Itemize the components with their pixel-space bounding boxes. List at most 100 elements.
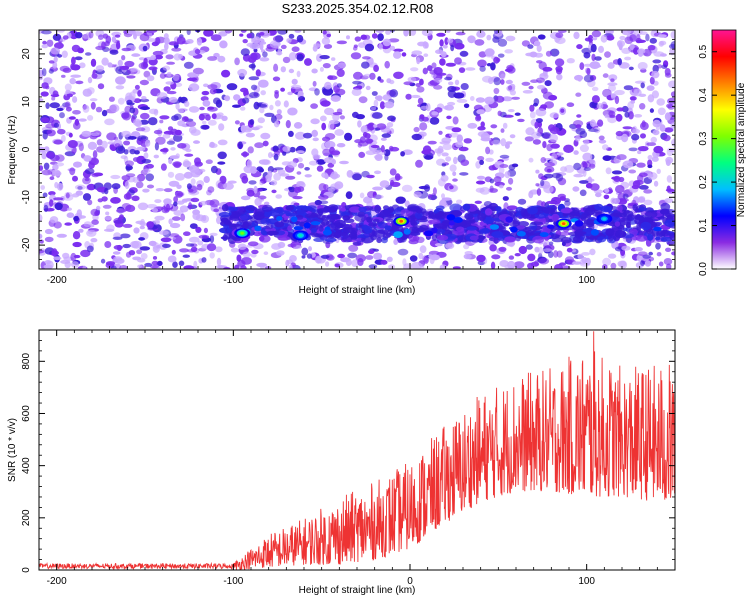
- spectrogram-cell: [551, 237, 564, 243]
- spectrogram-cell: [226, 227, 233, 233]
- spectrogram-cell: [240, 195, 251, 201]
- spectrogram-cell: [53, 122, 60, 128]
- spectrogram-cell: [604, 51, 611, 58]
- spectrogram-cell: [257, 117, 265, 124]
- spectrogram-cell: [533, 40, 541, 47]
- spectrogram-cell: [277, 235, 290, 241]
- spectrogram-cell: [248, 64, 256, 69]
- spectrogram-cell: [72, 231, 81, 240]
- spectrogram-cell: [68, 116, 76, 120]
- spectrogram-cell: [326, 33, 332, 38]
- spectrogram-cell: [415, 159, 423, 168]
- spectrogram-cell: [543, 173, 554, 179]
- spectrogram-cell: [512, 219, 521, 228]
- spectrogram-cell: [207, 186, 215, 193]
- spectrogram-cell: [276, 216, 283, 221]
- spectrogram-cell: [61, 74, 66, 78]
- spectrogram-cell: [449, 132, 459, 138]
- spectrogram-cell: [610, 197, 616, 204]
- snr-y-tick-label: 800: [21, 353, 32, 370]
- spectrogram-cell: [547, 224, 555, 229]
- spectrogram-cell: [53, 56, 58, 63]
- spectrogram-cell: [636, 34, 641, 40]
- spectrogram-cell: [207, 106, 218, 112]
- spectrogram-cell: [167, 255, 177, 263]
- spectrogram-cell: [216, 112, 224, 117]
- spectrogram-cell: [489, 224, 500, 230]
- spectrogram-cell: [403, 228, 411, 235]
- spectrogram-cell: [320, 100, 331, 107]
- spectrogram-cell: [104, 40, 110, 47]
- spectrogram-cell: [139, 246, 151, 251]
- spectrogram-cell: [445, 156, 452, 162]
- spectrogram-cell: [383, 149, 391, 157]
- spectrogram-cell: [259, 57, 270, 62]
- spectrogram-cell: [626, 213, 635, 221]
- snr-x-label: Height of straight line (km): [299, 585, 416, 596]
- spectrogram-cell: [87, 76, 93, 84]
- spectrogram-cell: [165, 203, 171, 212]
- spectrogram-cell: [521, 81, 531, 86]
- spectrogram-cell: [357, 143, 362, 148]
- spectrogram-cell: [41, 30, 52, 35]
- spectrogram-cell: [508, 177, 514, 185]
- spectrogram-cell: [660, 236, 673, 242]
- spectrogram-cell: [39, 214, 43, 222]
- spectrogram-cell: [44, 146, 50, 152]
- spectrogram-cell: [298, 96, 305, 102]
- spectrogram-cell: [171, 47, 182, 52]
- spectrogram-cell: [160, 163, 167, 171]
- spectrogram-cell: [86, 245, 94, 253]
- spectrogram-cell: [45, 123, 56, 129]
- spectrogram-cell: [131, 240, 142, 249]
- spectrogram-cell: [88, 31, 94, 39]
- spectrogram-cell: [255, 69, 261, 77]
- spectrogram-cell: [385, 232, 392, 238]
- spectrogram-cell: [109, 49, 119, 55]
- spectrogram-cell: [653, 226, 662, 232]
- spectrogram-cell: [416, 208, 423, 214]
- spectrogram-cell: [434, 107, 443, 113]
- spectrogram-cell: [628, 66, 634, 71]
- spectrogram-cell: [646, 85, 655, 91]
- spectrogram-y-tick-label: -20: [21, 237, 32, 252]
- spectrogram-cell: [573, 162, 582, 171]
- spectrogram-cell: [566, 247, 573, 253]
- spectrogram-cell: [607, 82, 618, 86]
- spectrogram-cell: [589, 119, 596, 128]
- spectrogram-cell: [42, 131, 48, 140]
- spectrogram-cell: [517, 118, 525, 123]
- spectrogram-cell: [78, 143, 84, 152]
- spectrogram-cell: [44, 260, 52, 265]
- spectrogram-cell: [322, 136, 331, 142]
- spectrogram-cell: [256, 262, 267, 268]
- spectrogram-cell: [152, 208, 159, 213]
- spectrogram-cell: [209, 199, 220, 208]
- spectrogram-cell: [556, 152, 564, 156]
- spectrogram-cell: [604, 188, 610, 193]
- spectrogram-cell: [253, 48, 258, 53]
- spectrogram-cell: [236, 254, 242, 262]
- spectrogram-cell: [544, 166, 555, 173]
- spectrogram-cell: [449, 203, 463, 212]
- spectrogram-cell: [185, 39, 194, 44]
- spectrogram-cell: [560, 265, 571, 269]
- spectrogram-cell: [634, 217, 640, 225]
- spectrogram-cell: [181, 198, 188, 203]
- spectrogram-cell: [551, 153, 557, 160]
- spectrogram-cell: [631, 184, 640, 190]
- spectrogram-cell: [485, 157, 494, 162]
- spectrogram-cell: [419, 245, 427, 254]
- spectrogram-cell: [444, 76, 452, 81]
- spectrogram-cell: [482, 75, 493, 83]
- spectrogram-cell: [604, 114, 610, 119]
- spectrogram-cell: [584, 37, 592, 42]
- spectrogram-cell: [345, 258, 352, 266]
- spectrogram-cell: [90, 132, 100, 137]
- spectrogram-cell: [167, 171, 175, 178]
- spectrogram-cell: [312, 80, 317, 87]
- spectrogram-cell: [452, 116, 459, 125]
- spectrogram-cell: [105, 211, 110, 216]
- spectrogram-cell: [205, 114, 211, 121]
- spectrogram-cell: [376, 123, 387, 130]
